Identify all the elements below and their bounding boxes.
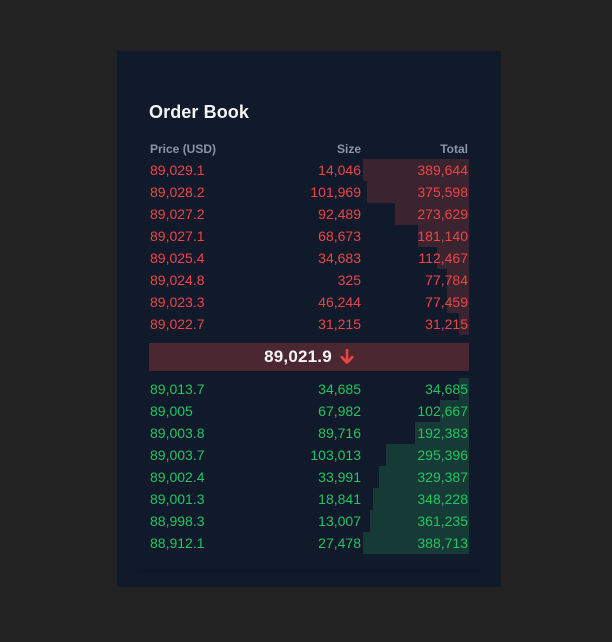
bid-row[interactable]: 88,998.3 13,007 361,235 [149,510,469,532]
ask-size: 68,673 [318,228,361,244]
bid-price: 89,002.4 [150,469,205,485]
bid-row[interactable]: 89,003.8 89,716 192,383 [149,422,469,444]
mid-price: 89,021.9 [264,347,332,366]
bid-total: 329,387 [417,469,468,485]
bid-row[interactable]: 88,912.1 27,478 388,713 [149,532,469,554]
mid-price-bar: 89,021.9 [149,343,469,371]
column-header-total: Total [440,142,468,156]
bid-row[interactable]: 89,002.4 33,991 329,387 [149,466,469,488]
bid-price: 89,013.7 [150,381,205,397]
ask-depth-bar [437,247,469,269]
ask-depth-bar [417,225,469,247]
ask-row[interactable]: 89,025.4 34,683 112,467 [149,247,469,269]
bid-total: 34,685 [425,381,468,397]
bid-size: 89,716 [318,425,361,441]
ask-price: 89,028.2 [150,184,205,200]
bid-size: 18,841 [318,491,361,507]
arrow-down-icon [340,348,354,365]
column-header-row: Price (USD) Size Total [149,142,469,160]
ask-size: 92,489 [318,206,361,222]
bid-price: 89,005 [150,403,193,419]
ask-row[interactable]: 89,024.8 325 77,784 [149,269,469,291]
order-book-panel: Order Book Price (USD) Size Total 89,029… [117,51,501,587]
ask-price: 89,029.1 [150,162,205,178]
ask-depth-bar [366,181,469,203]
bid-price: 88,998.3 [150,513,205,529]
bid-price: 89,003.8 [150,425,205,441]
column-header-size: Size [336,142,361,156]
bid-size: 33,991 [318,469,361,485]
ask-row[interactable]: 89,027.1 68,673 181,140 [149,225,469,247]
ask-row[interactable]: 89,022.7 31,215 31,215 [149,313,469,335]
ask-price: 89,025.4 [150,250,205,266]
ask-total: 273,629 [417,206,468,222]
bid-total: 361,235 [417,513,468,529]
bid-total: 295,396 [417,447,468,463]
bid-total: 192,383 [417,425,468,441]
ask-price: 89,023.3 [150,294,205,310]
bid-depth-bar [363,532,469,554]
ask-total: 112,467 [418,250,468,266]
ask-size: 34,683 [318,250,361,266]
bids-list: 89,013.7 34,685 34,685 89,005 67,982 102,667 8… [149,378,469,554]
bid-size: 34,685 [318,381,361,397]
bid-depth-bar [440,400,469,422]
ask-total: 181,140 [417,228,468,244]
ask-size: 101,969 [310,184,361,200]
ask-price: 89,022.7 [150,316,205,332]
bid-depth-bar [414,422,469,444]
order-book-title: Order Book [149,102,250,122]
bid-size: 27,478 [318,535,361,551]
ask-row[interactable]: 89,027.2 92,489 273,629 [149,203,469,225]
ask-total: 77,459 [425,294,468,310]
ask-depth-bar [395,203,469,225]
bid-total: 348,228 [417,491,468,507]
ask-price: 89,024.8 [150,272,205,288]
ask-total: 31,215 [425,316,468,332]
column-header-price: Price (USD) [150,142,217,156]
ask-depth-bar [446,291,469,313]
ask-total: 389,644 [417,162,468,178]
ask-price: 89,027.1 [150,228,205,244]
ask-price: 89,027.2 [150,206,205,222]
ask-size: 46,244 [318,294,361,310]
bid-price: 88,912.1 [150,535,205,551]
ask-size: 31,215 [318,316,361,332]
bid-row[interactable]: 89,001.3 18,841 348,228 [149,488,469,510]
ask-depth-bar [363,159,469,181]
ask-size: 14,046 [318,162,361,178]
bid-depth-bar [385,444,469,466]
bid-price: 89,001.3 [150,491,205,507]
bid-row[interactable]: 89,013.7 34,685 34,685 [149,378,469,400]
bid-size: 67,982 [318,403,361,419]
bid-row[interactable]: 89,005 67,982 102,667 [149,400,469,422]
panel-bottom-edge [137,569,481,573]
bid-depth-bar [369,510,469,532]
ask-total: 77,784 [425,272,468,288]
ask-total: 375,598 [417,184,468,200]
bid-size: 13,007 [318,513,361,529]
ask-row[interactable]: 89,023.3 46,244 77,459 [149,291,469,313]
bid-total: 388,713 [417,535,468,551]
ask-row[interactable]: 89,029.1 14,046 389,644 [149,159,469,181]
ask-depth-bar [446,269,469,291]
bid-total: 102,667 [417,403,468,419]
bid-depth-bar [459,378,469,400]
bid-depth-bar [373,488,469,510]
ask-depth-bar [459,313,469,335]
bid-depth-bar [379,466,469,488]
ask-size: 325 [337,272,361,288]
bid-row[interactable]: 89,003.7 103,013 295,396 [149,444,469,466]
bid-price: 89,003.7 [150,447,205,463]
ask-row[interactable]: 89,028.2 101,969 375,598 [149,181,469,203]
asks-list: 89,029.1 14,046 389,644 89,028.2 101,969 375,… [149,159,469,335]
bid-size: 103,013 [310,447,361,463]
